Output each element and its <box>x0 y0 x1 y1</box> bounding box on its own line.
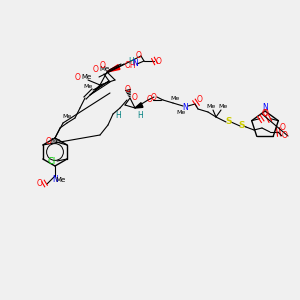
Text: O: O <box>282 131 288 140</box>
Text: H: H <box>137 110 143 119</box>
Polygon shape <box>107 65 120 72</box>
Text: O: O <box>262 109 268 118</box>
Text: Cl: Cl <box>48 157 56 166</box>
Text: O: O <box>45 136 51 146</box>
Text: S: S <box>239 121 245 130</box>
Text: Me: Me <box>81 74 91 80</box>
Text: Me: Me <box>206 104 216 110</box>
Text: O: O <box>75 74 81 82</box>
Text: Me: Me <box>62 113 72 119</box>
Text: Me: Me <box>83 83 93 88</box>
Text: O: O <box>280 122 286 131</box>
Text: Me: Me <box>170 95 180 101</box>
Text: O: O <box>93 65 99 74</box>
Text: O: O <box>100 61 106 70</box>
Text: Me: Me <box>55 177 65 183</box>
Text: O: O <box>151 92 157 101</box>
Text: O: O <box>37 179 43 188</box>
Text: O: O <box>197 94 203 103</box>
Text: OH: OH <box>125 61 136 70</box>
Text: N: N <box>52 176 58 184</box>
Text: H: H <box>115 110 121 119</box>
Text: H: H <box>128 58 134 67</box>
Text: N: N <box>262 103 268 112</box>
Text: N: N <box>182 103 188 112</box>
Text: O: O <box>156 56 162 65</box>
Text: O: O <box>262 109 268 118</box>
Text: O: O <box>132 94 138 103</box>
Text: Me: Me <box>218 104 228 110</box>
Text: O: O <box>147 95 153 104</box>
Polygon shape <box>135 103 143 108</box>
Text: Me: Me <box>50 138 60 144</box>
Text: Me: Me <box>176 110 186 116</box>
Text: Me: Me <box>100 66 110 72</box>
Text: O: O <box>136 50 142 59</box>
Text: N: N <box>132 59 138 68</box>
Text: O: O <box>125 85 131 94</box>
Text: S: S <box>226 118 232 127</box>
